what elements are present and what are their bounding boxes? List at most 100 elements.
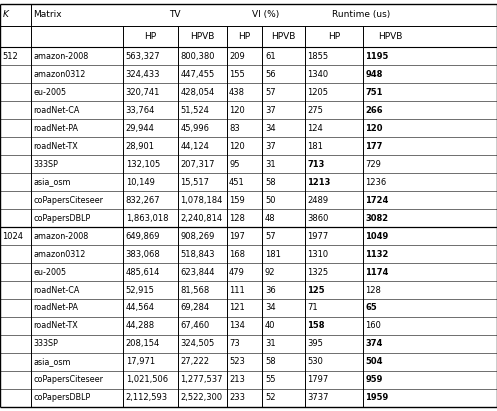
Text: 168: 168 (229, 249, 245, 259)
Text: eu-2005: eu-2005 (33, 268, 67, 277)
Text: 333SP: 333SP (33, 159, 58, 169)
Text: 324,505: 324,505 (180, 339, 215, 349)
Text: 320,741: 320,741 (126, 88, 160, 97)
Text: 948: 948 (365, 70, 383, 79)
Text: 374: 374 (365, 339, 383, 349)
Text: K: K (2, 10, 8, 19)
Text: 111: 111 (229, 286, 245, 295)
Text: 36: 36 (265, 286, 276, 295)
Text: 1236: 1236 (365, 178, 387, 187)
Text: 479: 479 (229, 268, 245, 277)
Text: roadNet-CA: roadNet-CA (33, 106, 80, 115)
Text: 10,149: 10,149 (126, 178, 155, 187)
Text: 52: 52 (265, 393, 275, 402)
Text: 44,288: 44,288 (126, 321, 155, 330)
Text: 57: 57 (265, 88, 275, 97)
Text: 160: 160 (365, 321, 381, 330)
Text: 61: 61 (265, 52, 275, 61)
Text: 50: 50 (265, 196, 275, 205)
Text: 1024: 1024 (2, 231, 23, 240)
Text: 51,524: 51,524 (180, 106, 209, 115)
Text: 1724: 1724 (365, 196, 389, 205)
Text: 213: 213 (229, 375, 245, 384)
Text: 159: 159 (229, 196, 245, 205)
Text: 177: 177 (365, 142, 383, 151)
Text: HP: HP (239, 32, 250, 41)
Text: 209: 209 (229, 52, 245, 61)
Text: 1205: 1205 (307, 88, 328, 97)
Text: 1855: 1855 (307, 52, 329, 61)
Text: 37: 37 (265, 142, 276, 151)
Text: 2,240,814: 2,240,814 (180, 214, 223, 223)
Text: 1310: 1310 (307, 249, 329, 259)
Text: asia_osm: asia_osm (33, 178, 71, 187)
Text: 649,869: 649,869 (126, 231, 160, 240)
Text: HPVB: HPVB (271, 32, 296, 41)
Text: 1325: 1325 (307, 268, 329, 277)
Text: roadNet-CA: roadNet-CA (33, 286, 80, 295)
Text: 395: 395 (307, 339, 323, 349)
Text: 959: 959 (365, 375, 383, 384)
Text: 57: 57 (265, 231, 275, 240)
Text: 44,564: 44,564 (126, 303, 155, 312)
Text: 428,054: 428,054 (180, 88, 215, 97)
Text: TV: TV (169, 10, 181, 19)
Text: 34: 34 (265, 124, 275, 133)
Text: 504: 504 (365, 358, 383, 367)
Text: 1195: 1195 (365, 52, 389, 61)
Text: 713: 713 (307, 159, 325, 169)
Text: roadNet-PA: roadNet-PA (33, 124, 79, 133)
Text: 1,078,184: 1,078,184 (180, 196, 223, 205)
Text: HP: HP (328, 32, 340, 41)
Text: 208,154: 208,154 (126, 339, 160, 349)
Text: 128: 128 (365, 286, 381, 295)
Text: 3737: 3737 (307, 393, 329, 402)
Text: 92: 92 (265, 268, 275, 277)
Text: 17,971: 17,971 (126, 358, 155, 367)
Text: 27,222: 27,222 (180, 358, 209, 367)
Text: 1132: 1132 (365, 249, 389, 259)
Text: 512: 512 (2, 52, 18, 61)
Text: 751: 751 (365, 88, 383, 97)
Text: 181: 181 (265, 249, 281, 259)
Text: 832,267: 832,267 (126, 196, 161, 205)
Text: asia_osm: asia_osm (33, 358, 71, 367)
Text: 71: 71 (307, 303, 318, 312)
Text: amazon-2008: amazon-2008 (33, 52, 88, 61)
Text: roadNet-TX: roadNet-TX (33, 142, 78, 151)
Text: 155: 155 (229, 70, 245, 79)
Text: coPapersCiteseer: coPapersCiteseer (33, 196, 103, 205)
Text: 28,901: 28,901 (126, 142, 155, 151)
Text: 125: 125 (307, 286, 325, 295)
Text: coPapersDBLP: coPapersDBLP (33, 393, 90, 402)
Text: HPVB: HPVB (190, 32, 215, 41)
Text: amazon0312: amazon0312 (33, 249, 85, 259)
Text: 15,517: 15,517 (180, 178, 209, 187)
Text: 447,455: 447,455 (180, 70, 215, 79)
Text: 1213: 1213 (307, 178, 331, 187)
Text: 2,522,300: 2,522,300 (180, 393, 223, 402)
Text: 233: 233 (229, 393, 245, 402)
Text: 56: 56 (265, 70, 275, 79)
Text: 266: 266 (365, 106, 383, 115)
Text: 1797: 1797 (307, 375, 329, 384)
Text: 3082: 3082 (365, 214, 389, 223)
Text: 1,277,537: 1,277,537 (180, 375, 223, 384)
Text: 48: 48 (265, 214, 275, 223)
Text: 324,433: 324,433 (126, 70, 160, 79)
Text: 623,844: 623,844 (180, 268, 215, 277)
Text: amazon0312: amazon0312 (33, 70, 85, 79)
Text: 383,068: 383,068 (126, 249, 161, 259)
Text: 73: 73 (229, 339, 240, 349)
Text: 81,568: 81,568 (180, 286, 210, 295)
Text: 1049: 1049 (365, 231, 389, 240)
Text: 83: 83 (229, 124, 240, 133)
Text: 128: 128 (229, 214, 245, 223)
Text: 31: 31 (265, 159, 275, 169)
Text: Runtime (us): Runtime (us) (332, 10, 390, 19)
Text: 2,112,593: 2,112,593 (126, 393, 168, 402)
Text: 1,863,018: 1,863,018 (126, 214, 168, 223)
Text: 33,764: 33,764 (126, 106, 155, 115)
Text: roadNet-PA: roadNet-PA (33, 303, 79, 312)
Text: 124: 124 (307, 124, 323, 133)
